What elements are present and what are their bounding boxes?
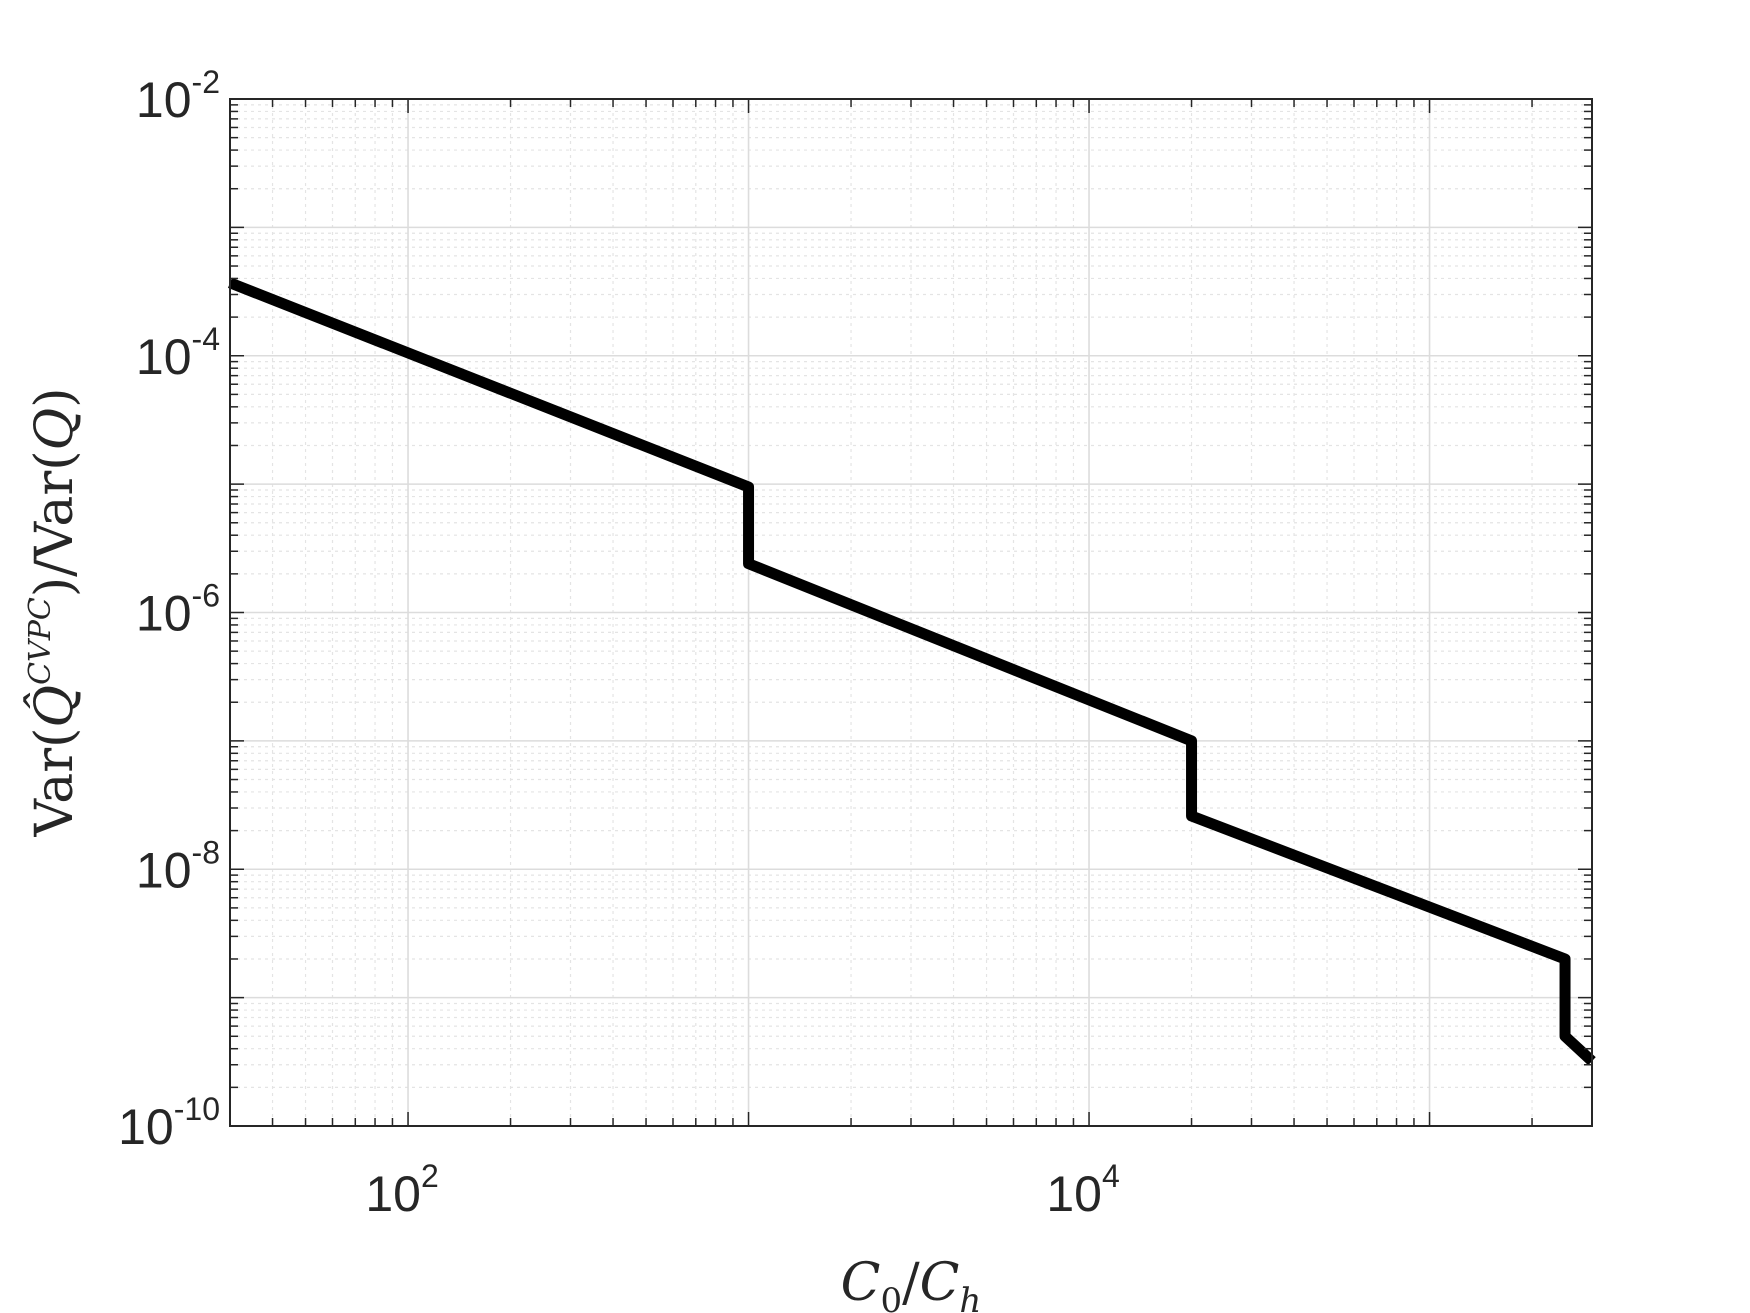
series-line-1 xyxy=(227,277,1596,1066)
series-layer xyxy=(227,277,1596,1066)
y-axis-label: Var(Q̂CVPC)/Var(Q) xyxy=(23,387,85,837)
y-tick-label: 10-4 xyxy=(136,321,220,385)
x-tick-label: 102 xyxy=(365,1158,438,1222)
x-axis-label: C0/Ch xyxy=(841,1253,982,1313)
y-tick-label: 10-6 xyxy=(136,578,220,642)
y-tick-label: 10-10 xyxy=(118,1091,220,1155)
tick-labels: 102 104 10-2 10-4 10-6 10-8 10-10 xyxy=(118,64,1120,1222)
x-tick-label: 104 xyxy=(1046,1158,1119,1222)
ticks-layer xyxy=(229,98,1593,1127)
y-tick-label: 10-8 xyxy=(136,834,220,898)
y-tick-label: 10-2 xyxy=(136,64,220,128)
